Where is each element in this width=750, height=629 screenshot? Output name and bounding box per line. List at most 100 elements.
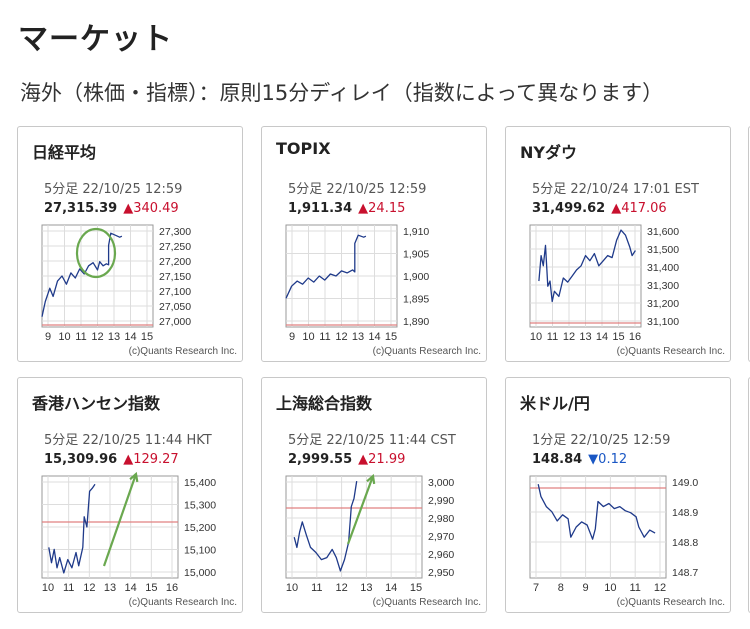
x-tick-label: 12 xyxy=(335,331,347,343)
card-value: 148.84 xyxy=(532,452,583,467)
x-tick-label: 16 xyxy=(629,331,641,343)
card-value: 15,309.96 xyxy=(44,452,118,467)
x-tick-label: 13 xyxy=(579,331,591,343)
card-name: 香港ハンセン指数 xyxy=(32,394,161,413)
card-value-row: 1,911.34 ▲24.15 xyxy=(288,201,405,216)
chart-credit: (c)Quants Research Inc. xyxy=(373,346,481,357)
card-change: ▲340.49 xyxy=(123,201,179,216)
x-tick-label: 7 xyxy=(533,582,539,594)
chart-topix[interactable]: 1,910 1,905 1,900 1,895 1,890 9 10 11 12 13 14 15 (c… xyxy=(262,215,488,363)
card-value: 1,911.34 xyxy=(288,201,353,216)
card-timestamp: 5分足 22/10/25 11:44 CST xyxy=(288,433,456,448)
card-change: ▲21.99 xyxy=(358,452,406,467)
x-tick-label: 15 xyxy=(612,331,624,343)
x-tick-label: 10 xyxy=(286,582,298,594)
card-timestamp: 1分足 22/10/25 12:59 xyxy=(532,433,671,448)
x-tick-label: 12 xyxy=(654,582,666,594)
y-tick-label: 31,600 xyxy=(647,226,679,238)
page-title: マーケット xyxy=(18,22,173,57)
price-line xyxy=(285,234,367,299)
chart-credit: (c)Quants Research Inc. xyxy=(129,346,237,357)
x-tick-label: 15 xyxy=(410,582,422,594)
y-tick-label: 27,200 xyxy=(159,256,191,268)
y-tick-label: 148.9 xyxy=(672,507,698,519)
annotation-arrowhead xyxy=(366,473,376,485)
card-timestamp: 5分足 22/10/25 12:59 xyxy=(288,182,427,197)
card-value-row: 148.84 ▼0.12 xyxy=(532,452,627,467)
y-tick-label: 148.8 xyxy=(672,537,698,549)
y-tick-label: 15,300 xyxy=(184,500,216,512)
y-tick-label: 31,100 xyxy=(647,316,679,328)
x-tick-label: 13 xyxy=(104,582,116,594)
x-tick-label: 10 xyxy=(42,582,54,594)
card-name: NYダウ xyxy=(520,143,577,162)
chart-shanghai[interactable]: 3,000 2,990 2,980 2,970 2,960 2,950 10 11 12 13 14… xyxy=(262,466,488,614)
price-line xyxy=(538,229,636,303)
chart-credit: (c)Quants Research Inc. xyxy=(373,597,481,608)
market-card-topix[interactable]: TOPIX 5分足 22/10/25 12:59 1,911.34 ▲24.15 … xyxy=(261,126,487,362)
plot-frame xyxy=(285,475,423,579)
x-tick-label: 15 xyxy=(385,331,397,343)
annotation-arrow xyxy=(102,473,138,567)
x-tick-label: 14 xyxy=(385,582,397,594)
chart-hangseng[interactable]: 15,400 15,300 15,200 15,100 15,000 10 11 12 13 14… xyxy=(18,466,244,614)
x-tick-label: 14 xyxy=(368,331,380,343)
chart-usdjpy[interactable]: 149.0 148.9 148.8 148.7 7 8 9 10 11 12 (c)Quants R… xyxy=(506,466,732,614)
y-tick-label: 15,000 xyxy=(184,567,216,579)
x-tick-label: 14 xyxy=(596,331,608,343)
y-tick-label: 2,960 xyxy=(428,549,454,561)
x-tick-label: 8 xyxy=(558,582,564,594)
y-tick-label: 2,990 xyxy=(428,495,454,507)
price-line xyxy=(293,480,358,572)
x-tick-label: 12 xyxy=(563,331,575,343)
market-card-hangseng[interactable]: 香港ハンセン指数 5分足 22/10/25 11:44 HKT 15,309.9… xyxy=(17,377,243,613)
market-card-usdjpy[interactable]: 米ドル/円 1分足 22/10/25 12:59 148.84 ▼0.12 149… xyxy=(505,377,731,613)
market-card-next-peek[interactable] xyxy=(748,377,750,613)
y-tick-label: 31,500 xyxy=(647,244,679,256)
page-subtitle: 海外（株価・指標）：原則15分ディレイ（指数によって異なります） xyxy=(20,81,664,105)
x-tick-label: 11 xyxy=(319,331,330,343)
annotation-circle xyxy=(75,227,117,279)
y-tick-label: 15,400 xyxy=(184,477,216,489)
plot-frame xyxy=(529,475,667,579)
y-tick-label: 1,905 xyxy=(403,249,429,261)
x-tick-label: 13 xyxy=(360,582,372,594)
y-tick-label: 2,970 xyxy=(428,531,454,543)
x-tick-label: 10 xyxy=(58,331,70,343)
x-tick-label: 13 xyxy=(108,331,120,343)
chart-nydow[interactable]: 31,600 31,500 31,400 31,300 31,200 31,100 10 11… xyxy=(506,215,732,363)
card-value: 27,315.39 xyxy=(44,201,118,216)
chart-credit: (c)Quants Research Inc. xyxy=(617,597,725,608)
x-tick-label: 10 xyxy=(604,582,616,594)
x-tick-label: 16 xyxy=(166,582,178,594)
y-tick-label: 31,300 xyxy=(647,280,679,292)
y-tick-label: 27,250 xyxy=(159,241,191,253)
x-tick-label: 15 xyxy=(145,582,157,594)
y-tick-label: 2,980 xyxy=(428,513,454,525)
market-card-nikkei[interactable]: 日経平均 5分足 22/10/25 12:59 27,315.39 ▲340.49… xyxy=(17,126,243,362)
x-tick-label: 11 xyxy=(311,582,322,594)
annotation-arrowhead xyxy=(129,471,139,483)
card-timestamp: 5分足 22/10/24 17:01 EST xyxy=(532,182,699,197)
y-tick-label: 1,890 xyxy=(403,316,429,328)
y-tick-label: 148.7 xyxy=(672,567,698,579)
chart-credit: (c)Quants Research Inc. xyxy=(617,346,725,357)
x-tick-label: 14 xyxy=(124,331,136,343)
y-tick-label: 31,200 xyxy=(647,298,679,310)
annotation-arrow xyxy=(346,475,375,545)
card-value-row: 15,309.96 ▲129.27 xyxy=(44,452,179,467)
chart-nikkei[interactable]: 27,300 27,250 27,200 27,150 27,100 27,050 27,0… xyxy=(18,215,244,363)
card-name: 上海総合指数 xyxy=(276,394,373,413)
card-value-row: 27,315.39 ▲340.49 xyxy=(44,201,179,216)
card-change: ▼0.12 xyxy=(588,452,628,467)
market-card-nydow[interactable]: NYダウ 5分足 22/10/24 17:01 EST 31,499.62 ▲41… xyxy=(505,126,731,362)
market-card-next-peek[interactable] xyxy=(748,126,750,362)
card-name: 日経平均 xyxy=(32,143,97,162)
y-tick-label: 149.0 xyxy=(672,477,698,489)
chart-credit: (c)Quants Research Inc. xyxy=(129,597,237,608)
card-name: TOPIX xyxy=(276,139,331,158)
x-tick-label: 9 xyxy=(289,331,295,343)
x-tick-label: 12 xyxy=(335,582,347,594)
y-tick-label: 3,000 xyxy=(428,477,454,489)
market-card-shanghai[interactable]: 上海総合指数 5分足 22/10/25 11:44 CST 2,999.55 ▲2… xyxy=(261,377,487,613)
